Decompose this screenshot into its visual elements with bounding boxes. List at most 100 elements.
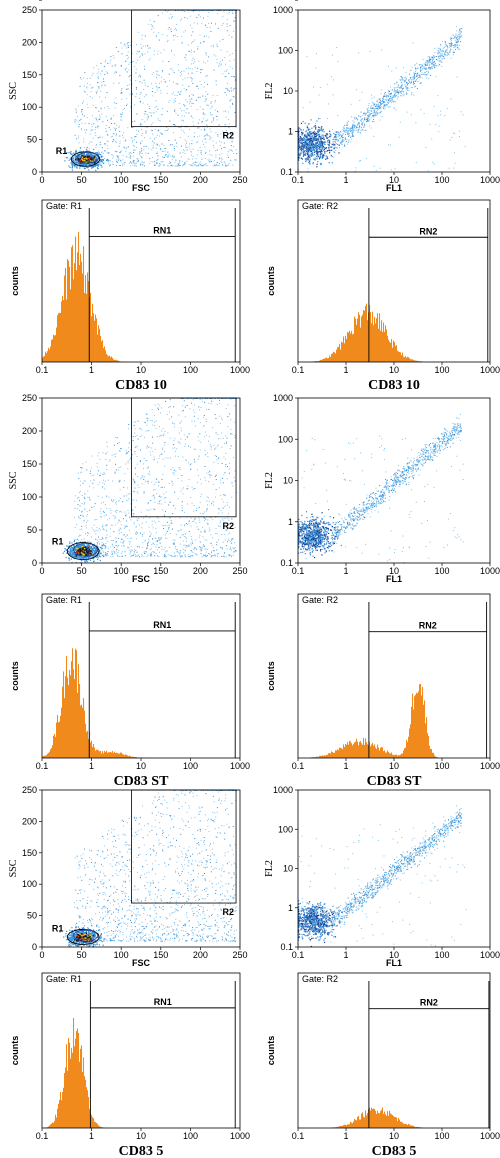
- histogram-bar: [385, 325, 387, 362]
- scatter-point: [455, 48, 457, 50]
- scatter-point: [117, 443, 119, 445]
- scatter-point: [305, 157, 308, 160]
- scatter-point: [315, 141, 317, 144]
- histogram-bar: [103, 348, 105, 362]
- scatter-point: [199, 409, 201, 411]
- scatter-point: [179, 555, 181, 557]
- histogram-bar: [388, 339, 390, 362]
- scatter-point: [200, 10, 202, 11]
- scatter-point: [406, 82, 408, 84]
- scatter-point: [149, 58, 151, 60]
- scatter-point: [361, 91, 363, 93]
- scatter-point: [204, 129, 206, 131]
- scatter-point: [407, 83, 409, 85]
- scatter-point: [174, 29, 176, 31]
- scatter-point: [141, 157, 143, 159]
- scatter-point: [167, 151, 169, 153]
- scatter-point: [92, 72, 94, 74]
- scatter-point: [448, 44, 450, 46]
- scatter-point: [100, 73, 102, 75]
- scatter-point: [121, 134, 123, 136]
- scatter-point: [302, 120, 304, 123]
- scatter-point: [190, 151, 192, 153]
- scatter-point: [318, 126, 320, 128]
- scatter-point: [104, 59, 106, 61]
- scatter-point: [378, 108, 380, 110]
- scatter-point: [393, 96, 395, 98]
- scatter-point: [390, 96, 392, 98]
- scatter-point: [123, 163, 125, 165]
- scatter-point: [120, 552, 122, 554]
- scatter-point: [354, 118, 356, 120]
- scatter-point: [145, 459, 147, 461]
- scatter-point: [302, 151, 304, 153]
- scatter-point: [329, 130, 331, 132]
- scatter-point: [122, 112, 124, 114]
- scatter-point: [316, 153, 318, 155]
- scatter-point: [419, 67, 421, 69]
- scatter-point: [75, 161, 77, 163]
- scatter-point: [115, 541, 117, 543]
- scatter-point: [382, 98, 384, 100]
- scatter-point: [379, 106, 381, 108]
- scatter-point: [318, 134, 320, 136]
- scatter-point: [301, 131, 303, 133]
- scatter-point: [373, 118, 375, 120]
- scatter-point: [197, 474, 199, 476]
- scatter-point: [72, 160, 75, 162]
- scatter-point: [136, 53, 138, 55]
- scatter-point: [185, 99, 187, 101]
- scatter-point: [350, 141, 352, 143]
- scatter-point: [91, 164, 93, 166]
- scatter-point: [130, 162, 132, 164]
- scatter-point: [173, 505, 175, 507]
- scatter-point: [95, 533, 97, 535]
- scatter-point: [105, 537, 107, 539]
- scatter-point: [80, 165, 82, 167]
- histogram-bar: [99, 328, 101, 362]
- scatter-point: [196, 161, 198, 163]
- scatter-point: [171, 555, 173, 557]
- scatter-point: [184, 30, 186, 32]
- scatter-point: [81, 109, 83, 111]
- scatter-point: [304, 146, 306, 148]
- scatter-point: [111, 524, 113, 526]
- scatter-point: [439, 48, 441, 50]
- scatter-point: [156, 436, 158, 438]
- scatter-point: [450, 57, 452, 59]
- scatter-point: [316, 133, 318, 135]
- x-tick-label: 0.1: [292, 175, 305, 185]
- histogram-bar: [400, 352, 402, 362]
- scatter-point: [140, 427, 142, 429]
- scatter-point: [328, 152, 331, 154]
- scatter-point: [439, 58, 441, 60]
- scatter-point: [303, 153, 305, 155]
- scatter-point: [192, 158, 194, 160]
- scatter-point: [154, 128, 156, 130]
- histogram-bar: [406, 357, 408, 362]
- scatter-point: [227, 111, 229, 113]
- scatter-point: [159, 120, 161, 122]
- scatter-point: [164, 150, 166, 152]
- scatter-point: [174, 124, 176, 126]
- histogram-bar: [97, 334, 99, 362]
- x-tick-label: 1000: [480, 175, 500, 185]
- scatter-point: [318, 143, 321, 145]
- scatter-point: [194, 161, 196, 163]
- scatter-point: [221, 548, 223, 550]
- scatter-point: [373, 103, 375, 105]
- histogram-bar: [333, 351, 335, 362]
- scatter-point: [302, 162, 304, 165]
- scatter-point: [348, 132, 350, 134]
- scatter-point: [201, 23, 203, 25]
- scatter-point: [191, 72, 193, 74]
- scatter-point: [427, 72, 429, 74]
- scatter-point: [369, 114, 371, 116]
- scatter-point: [175, 159, 177, 161]
- scatter-point: [425, 71, 427, 73]
- scatter-point: [93, 524, 95, 526]
- scatter-point: [191, 35, 193, 37]
- scatter-point: [134, 556, 136, 558]
- scatter-point: [164, 465, 166, 467]
- scatter-point: [182, 151, 184, 153]
